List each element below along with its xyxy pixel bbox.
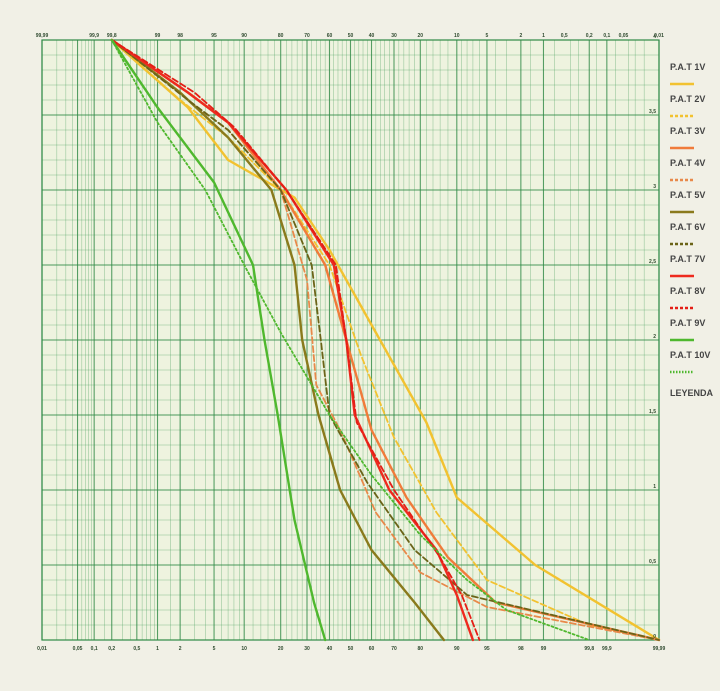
bottom-tick-label: 99 xyxy=(541,646,547,652)
top-tick-label: 80 xyxy=(278,33,284,39)
top-tick-label: 99 xyxy=(155,33,161,39)
bottom-tick-label: 98 xyxy=(518,646,524,652)
y-tick-label: 1 xyxy=(653,484,656,490)
legend-label: P.A.T 10V xyxy=(670,350,710,360)
plot-frame xyxy=(41,39,660,641)
legend-title: LEYENDA xyxy=(670,388,714,398)
top-tick-label: 90 xyxy=(241,33,247,39)
bottom-tick-label: 5 xyxy=(213,646,216,652)
legend-label: P.A.T 1V xyxy=(670,62,705,72)
legend-label: P.A.T 4V xyxy=(670,158,705,168)
bottom-tick-label: 0,05 xyxy=(73,646,83,652)
bottom-tick-label: 60 xyxy=(369,646,375,652)
series-line-6 xyxy=(110,39,660,641)
top-tick-label: 95 xyxy=(211,33,217,39)
top-tick-label: 40 xyxy=(369,33,375,39)
top-tick-label: 50 xyxy=(348,33,354,39)
bottom-tick-label: 10 xyxy=(241,646,247,652)
top-tick-label: 30 xyxy=(391,33,397,39)
legend-label: P.A.T 5V xyxy=(670,190,705,200)
y-tick-label: 4 xyxy=(653,34,656,40)
top-tick-label: 5 xyxy=(486,33,489,39)
top-tick-label: 0,5 xyxy=(561,33,568,39)
top-tick-label: 0,1 xyxy=(603,33,610,39)
legend-label: P.A.T 9V xyxy=(670,318,705,328)
top-tick-label: 0,05 xyxy=(619,33,629,39)
legend: P.A.T 1V P.A.T 2V P.A.T 3V P.A.T 4V P.A.T 5V… xyxy=(670,62,714,398)
series-line-5 xyxy=(110,38,446,642)
tick-labels: 99,99 99,9 99,8 99 98 95 90 80 70 60 50 40 30 20 10 5 2 1… xyxy=(36,33,666,652)
bottom-tick-label: 50 xyxy=(348,646,354,652)
top-tick-label: 10 xyxy=(454,33,460,39)
legend-label: P.A.T 3V xyxy=(670,126,705,136)
legend-label: P.A.T 7V xyxy=(670,254,705,264)
bottom-tick-label: 1 xyxy=(156,646,159,652)
bottom-tick-label: 2 xyxy=(179,646,182,652)
bottom-tick-label: 90 xyxy=(454,646,460,652)
bottom-tick-label: 0,1 xyxy=(91,646,98,652)
bottom-tick-label: 80 xyxy=(418,646,424,652)
y-tick-label: 3,5 xyxy=(649,109,656,115)
top-tick-label: 20 xyxy=(418,33,424,39)
top-tick-label: 99,99 xyxy=(36,33,49,39)
top-tick-label: 0,2 xyxy=(586,33,593,39)
top-tick-label: 70 xyxy=(304,33,310,39)
top-tick-label: 99,9 xyxy=(89,33,99,39)
bottom-tick-label: 99,8 xyxy=(584,646,594,652)
bottom-tick-label: 99,9 xyxy=(602,646,612,652)
series-line-1 xyxy=(110,38,661,642)
top-tick-label: 2 xyxy=(519,33,522,39)
top-tick-label: 60 xyxy=(327,33,333,39)
y-tick-label: 2 xyxy=(653,334,656,340)
top-tick-label: 0,01 xyxy=(654,33,664,39)
series-line-10 xyxy=(110,39,591,641)
y-tick-label: 1,5 xyxy=(649,409,656,415)
series-line-2 xyxy=(110,39,660,641)
bottom-tick-label: 30 xyxy=(304,646,310,652)
bottom-tick-label: 0,01 xyxy=(37,646,47,652)
legend-label: P.A.T 2V xyxy=(670,94,705,104)
y-tick-label: 0 xyxy=(653,634,656,640)
series-line-9 xyxy=(110,38,327,642)
top-tick-label: 98 xyxy=(177,33,183,39)
y-tick-label: 0,5 xyxy=(649,559,656,565)
legend-label: P.A.T 6V xyxy=(670,222,705,232)
top-tick-label: 99,8 xyxy=(107,33,117,39)
y-tick-label: 3 xyxy=(653,184,656,190)
bottom-tick-label: 20 xyxy=(278,646,284,652)
bottom-tick-label: 70 xyxy=(391,646,397,652)
top-tick-label: 1 xyxy=(542,33,545,39)
bottom-tick-label: 0,2 xyxy=(108,646,115,652)
bottom-tick-label: 99,99 xyxy=(653,646,666,652)
series-layer xyxy=(110,38,661,642)
bottom-tick-label: 40 xyxy=(327,646,333,652)
series-line-8 xyxy=(110,39,481,641)
bottom-tick-label: 0,5 xyxy=(133,646,140,652)
y-tick-label: 2,5 xyxy=(649,259,656,265)
legend-label: P.A.T 8V xyxy=(670,286,705,296)
bottom-tick-label: 95 xyxy=(484,646,490,652)
